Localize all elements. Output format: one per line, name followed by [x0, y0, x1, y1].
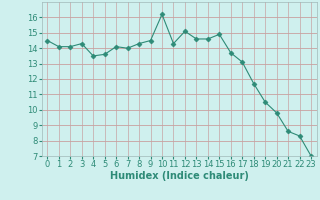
X-axis label: Humidex (Indice chaleur): Humidex (Indice chaleur) — [110, 171, 249, 181]
